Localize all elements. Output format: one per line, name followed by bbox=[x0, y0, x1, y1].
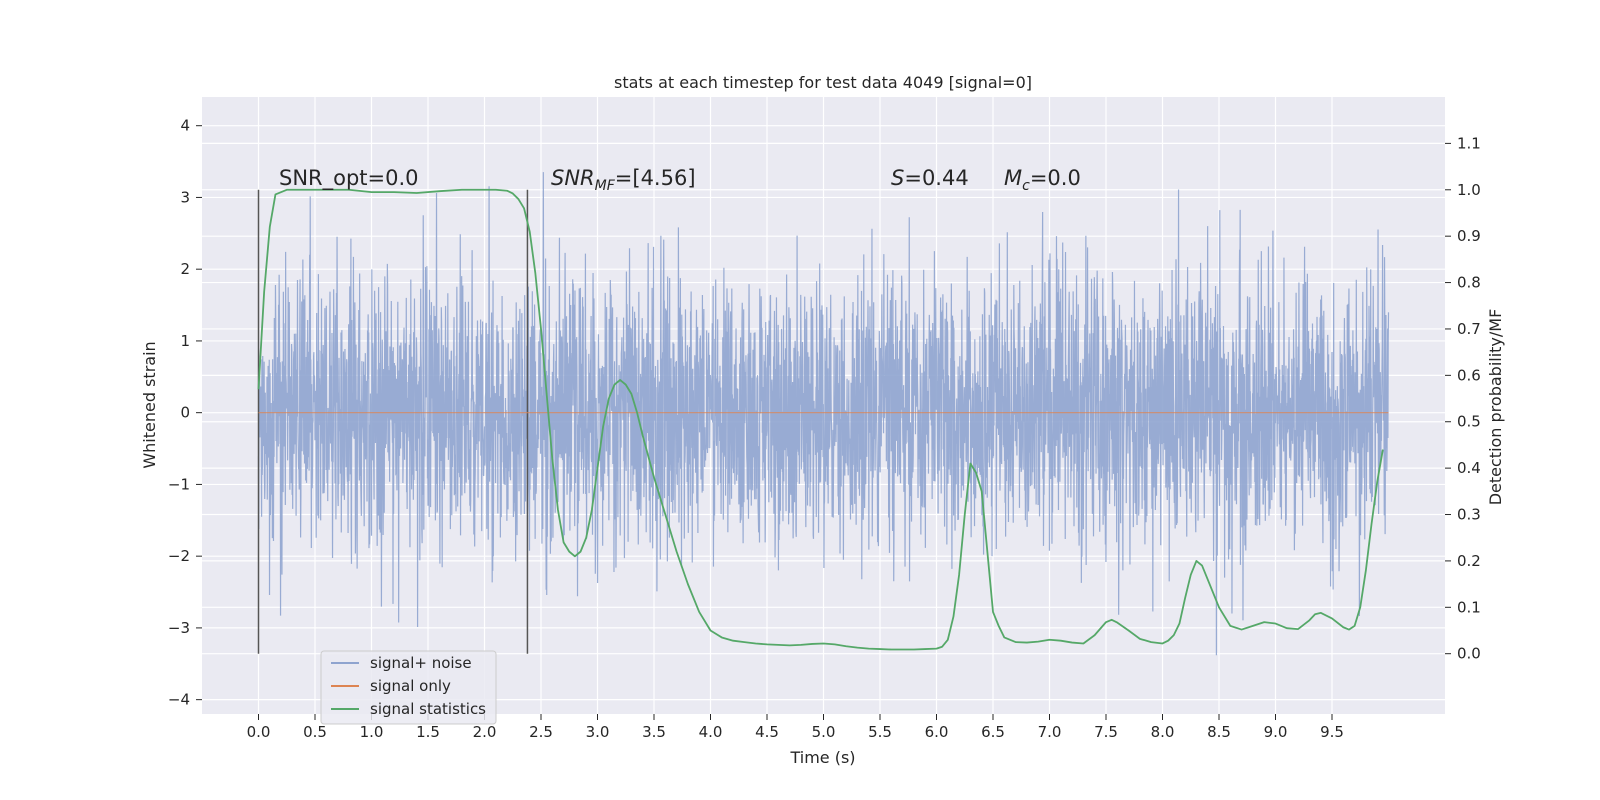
x-tick-label: 3.5 bbox=[642, 723, 666, 741]
y2-tick-label: 0.6 bbox=[1457, 366, 1481, 384]
y-tick-label: 0 bbox=[180, 404, 190, 422]
y2-tick-label: 0.0 bbox=[1457, 645, 1481, 663]
annotation-mc-value: =0.0 bbox=[1030, 166, 1081, 190]
y-tick-label: −3 bbox=[168, 619, 190, 637]
x-tick-label: 2.5 bbox=[529, 723, 553, 741]
x-tick-label: 9.0 bbox=[1264, 723, 1288, 741]
y-tick-label: −2 bbox=[168, 547, 190, 565]
annotation-snr-mf-value: =[4.56] bbox=[615, 166, 696, 190]
y-tick-label: −4 bbox=[168, 691, 190, 709]
y2-tick-label: 0.1 bbox=[1457, 598, 1481, 616]
x-axis-label: Time (s) bbox=[789, 748, 855, 767]
x-tick-label: 6.0 bbox=[925, 723, 949, 741]
x-tick-label: 9.5 bbox=[1320, 723, 1344, 741]
y-tick-label: −1 bbox=[168, 475, 190, 493]
x-tick-label: 7.0 bbox=[1038, 723, 1062, 741]
x-tick-label: 6.5 bbox=[981, 723, 1005, 741]
y2-tick-label: 0.3 bbox=[1457, 506, 1481, 524]
annotation-mc-symbol: M bbox=[1004, 166, 1022, 190]
x-tick-label: 7.5 bbox=[1094, 723, 1118, 741]
y2-tick-label: 0.8 bbox=[1457, 274, 1481, 292]
x-tick-label: 0.0 bbox=[247, 723, 271, 741]
annotation-snr-mf: SNRMF=[4.56] bbox=[551, 166, 696, 194]
x-tick-label: 8.5 bbox=[1207, 723, 1231, 741]
y2-tick-label: 0.4 bbox=[1457, 459, 1481, 477]
y2-tick-label: 1.1 bbox=[1457, 134, 1481, 152]
x-tick-label: 1.0 bbox=[360, 723, 384, 741]
x-tick-label: 4.0 bbox=[699, 723, 723, 741]
series-lines bbox=[257, 188, 1389, 654]
x-tick-label: 5.5 bbox=[868, 723, 892, 741]
y-axis-label: Whitened strain bbox=[140, 341, 159, 468]
y-tick-label: 4 bbox=[180, 117, 190, 135]
y-tick-label: 1 bbox=[180, 332, 190, 350]
x-tick-label: 5.0 bbox=[812, 723, 836, 741]
annotation-s-value: =0.44 bbox=[904, 166, 968, 190]
y2-tick-label: 0.2 bbox=[1457, 552, 1481, 570]
x-tick-label: 2.0 bbox=[473, 723, 497, 741]
y2-axis-label: Detection probability/MF bbox=[1486, 309, 1505, 506]
x-tick-label: 1.5 bbox=[416, 723, 440, 741]
legend-label-signal-statistics: signal statistics bbox=[370, 700, 486, 718]
legend: signal+ noise signal only signal statist… bbox=[320, 650, 497, 725]
y-tick-label: 2 bbox=[180, 260, 190, 278]
annotation-mc-subscript: c bbox=[1022, 178, 1030, 194]
y2-tick-label: 1.0 bbox=[1457, 181, 1481, 199]
axes: 0.0 0.5 1.0 1.5 2.0 2.5 3.0 3.5 4.0 4.5 5.0 5.5 6.0 6… bbox=[168, 117, 1481, 741]
x-tick-label: 0.5 bbox=[303, 723, 327, 741]
x-tick-label: 8.0 bbox=[1151, 723, 1175, 741]
chart-title: stats at each timestep for test data 404… bbox=[614, 73, 1032, 92]
annotation-s-symbol: S bbox=[891, 166, 904, 190]
annotation-s: S=0.44 bbox=[891, 166, 969, 190]
legend-label-signal-only: signal only bbox=[370, 677, 451, 695]
annotation-snr-mf-subscript: MF bbox=[595, 178, 616, 194]
y2-tick-label: 0.5 bbox=[1457, 413, 1481, 431]
x-tick-label: 4.5 bbox=[755, 723, 779, 741]
annotation-snr-mf-symbol: SNR bbox=[551, 166, 595, 190]
signal-statistics-line bbox=[257, 188, 1384, 651]
x-tick-label: 3.0 bbox=[586, 723, 610, 741]
legend-label-signal-noise: signal+ noise bbox=[370, 654, 472, 672]
signal-noise-line bbox=[257, 172, 1390, 656]
y-tick-label: 3 bbox=[180, 188, 190, 206]
y2-tick-label: 0.7 bbox=[1457, 320, 1481, 338]
series-signal-noise bbox=[257, 172, 1390, 656]
annotation-snr-opt: SNR_opt=0.0 bbox=[279, 166, 419, 191]
y2-tick-label: 0.9 bbox=[1457, 227, 1481, 245]
legend-box bbox=[320, 650, 497, 725]
annotation-mc: Mc=0.0 bbox=[1004, 166, 1081, 194]
